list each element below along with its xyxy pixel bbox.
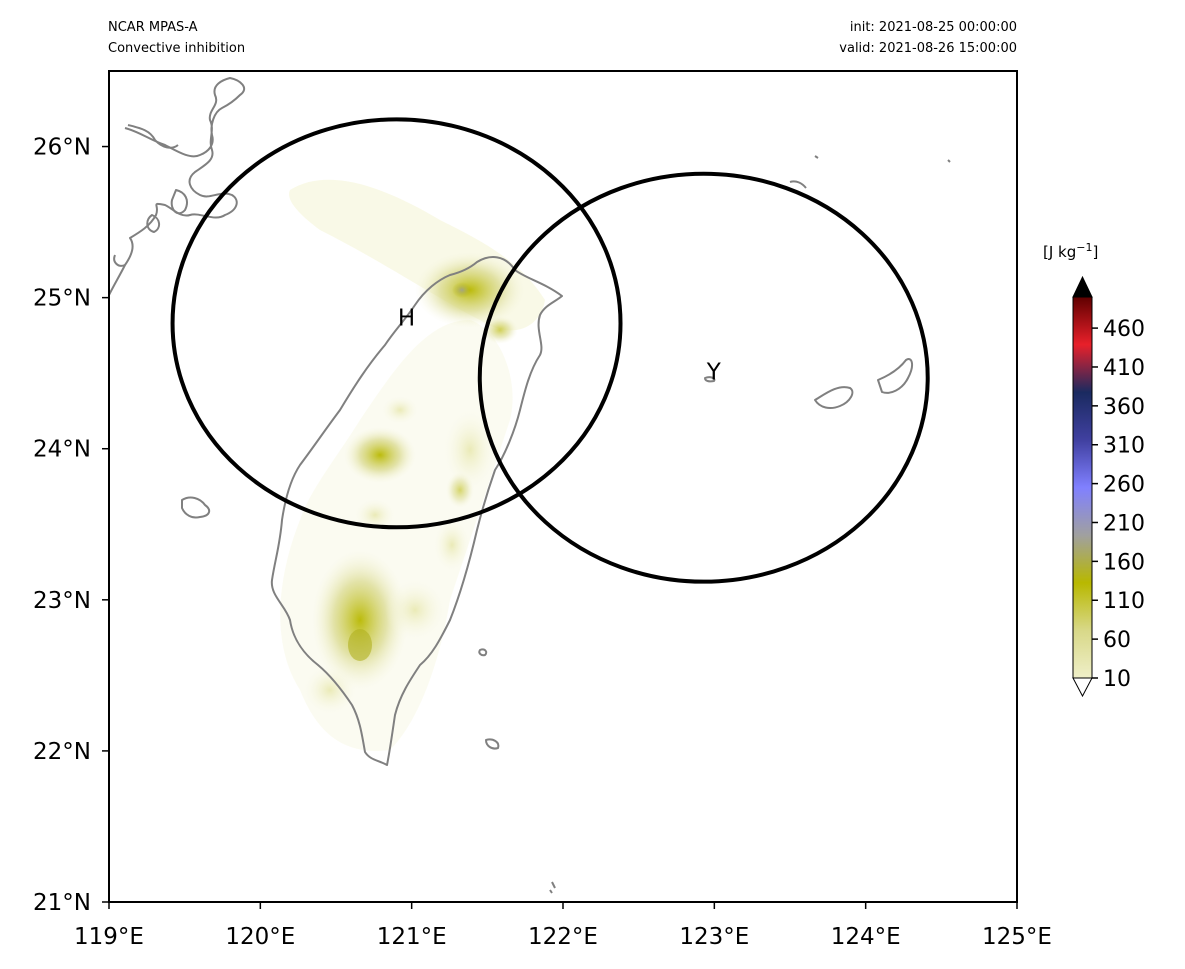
china-islands: [113, 124, 188, 267]
y-tick-label: 26°N: [33, 135, 91, 161]
field-name: Convective inhibition: [108, 41, 246, 56]
penghu-coastline: [181, 496, 211, 519]
circle-y: [477, 171, 930, 584]
y-tick-label: 21°N: [33, 890, 91, 916]
x-tick-label: 119°E: [74, 924, 144, 950]
cin-cell-yilan: [482, 316, 518, 344]
header-left: NCAR MPAS-A Convective inhibition: [108, 17, 245, 59]
cin-shading: [280, 179, 545, 751]
colorbar-tick-label: 60: [1103, 628, 1131, 653]
yonaguni-coastline: [704, 376, 716, 383]
cin-cell-central-south: [355, 499, 395, 531]
cin-cell-core: [348, 629, 372, 661]
colorbar-units: [J kg−1]: [1043, 241, 1098, 261]
coastlines: [109, 77, 951, 894]
x-tick-label: 124°E: [831, 924, 901, 950]
cin-cell-central-north: [382, 396, 418, 424]
x-tick-label: 121°E: [377, 924, 447, 950]
miyako-coastline: [877, 358, 914, 394]
cin-cell-south-2: [304, 666, 356, 714]
y-axis: 21°N 22°N 23°N 24°N 25°N 26°N: [33, 135, 109, 916]
y-tick-label: 22°N: [33, 739, 91, 765]
cin-cell-east-3: [434, 519, 470, 571]
colorbar-tick-label: 310: [1103, 434, 1145, 459]
cin-cell-east-2: [446, 472, 474, 508]
y-tick-label: 25°N: [33, 286, 91, 312]
circle-h: [170, 117, 623, 530]
map-background: [109, 71, 1017, 902]
circle-label-h: H: [398, 305, 415, 331]
x-tick-label: 123°E: [679, 924, 749, 950]
colorbar-extend-high: [1072, 275, 1093, 298]
x-tick-label: 120°E: [225, 924, 295, 950]
colorbar-tick-label: 260: [1103, 473, 1145, 498]
taiwan-coastline: [270, 256, 563, 766]
colorbar: [J kg−1] 10 60 110 160 210 260 310 360 410 460: [1043, 241, 1145, 698]
colorbar-tick-label: 360: [1103, 395, 1145, 420]
colorbar-tick-label: 160: [1103, 550, 1145, 575]
cin-cell-southwest: [312, 550, 408, 690]
header-right: init: 2021-08-25 00:00:00 valid: 2021-08…: [839, 17, 1017, 59]
colorbar-body: [1072, 296, 1093, 679]
x-tick-label: 122°E: [528, 924, 598, 950]
china-coastline: [109, 77, 246, 296]
x-tick-label: 125°E: [982, 924, 1052, 950]
cin-cell-east: [444, 410, 496, 490]
map-area: H Y: [109, 71, 1017, 902]
init-time: init: 2021-08-25 00:00:00: [849, 20, 1017, 35]
colorbar-tick-label: 410: [1103, 356, 1145, 381]
cin-peak-northeast: [452, 282, 472, 298]
colorbar-tick-label: 460: [1103, 317, 1145, 342]
range-circles: [170, 117, 930, 584]
y-tick-label: 24°N: [33, 437, 91, 463]
colorbar-tick-label: 110: [1103, 589, 1145, 614]
cin-cell-south: [385, 580, 445, 640]
orchid-island-coastline: [485, 738, 500, 750]
x-axis: 119°E 120°E 121°E 122°E 123°E 124°E 125°E: [74, 902, 1052, 950]
circle-label-y: Y: [706, 360, 722, 386]
colorbar-extend-low: [1072, 677, 1093, 698]
model-name: NCAR MPAS-A: [108, 20, 198, 35]
green-island-coastline: [478, 648, 488, 657]
small-islets: [549, 159, 951, 894]
ishigaki-coastline: [814, 386, 854, 409]
senkaku-coastline: [789, 155, 819, 189]
colorbar-tick-label: 10: [1103, 667, 1131, 692]
cin-cell-central: [344, 427, 416, 483]
valid-time: valid: 2021-08-26 15:00:00: [839, 41, 1017, 56]
y-tick-label: 23°N: [33, 588, 91, 614]
colorbar-tick-label: 210: [1103, 511, 1145, 536]
